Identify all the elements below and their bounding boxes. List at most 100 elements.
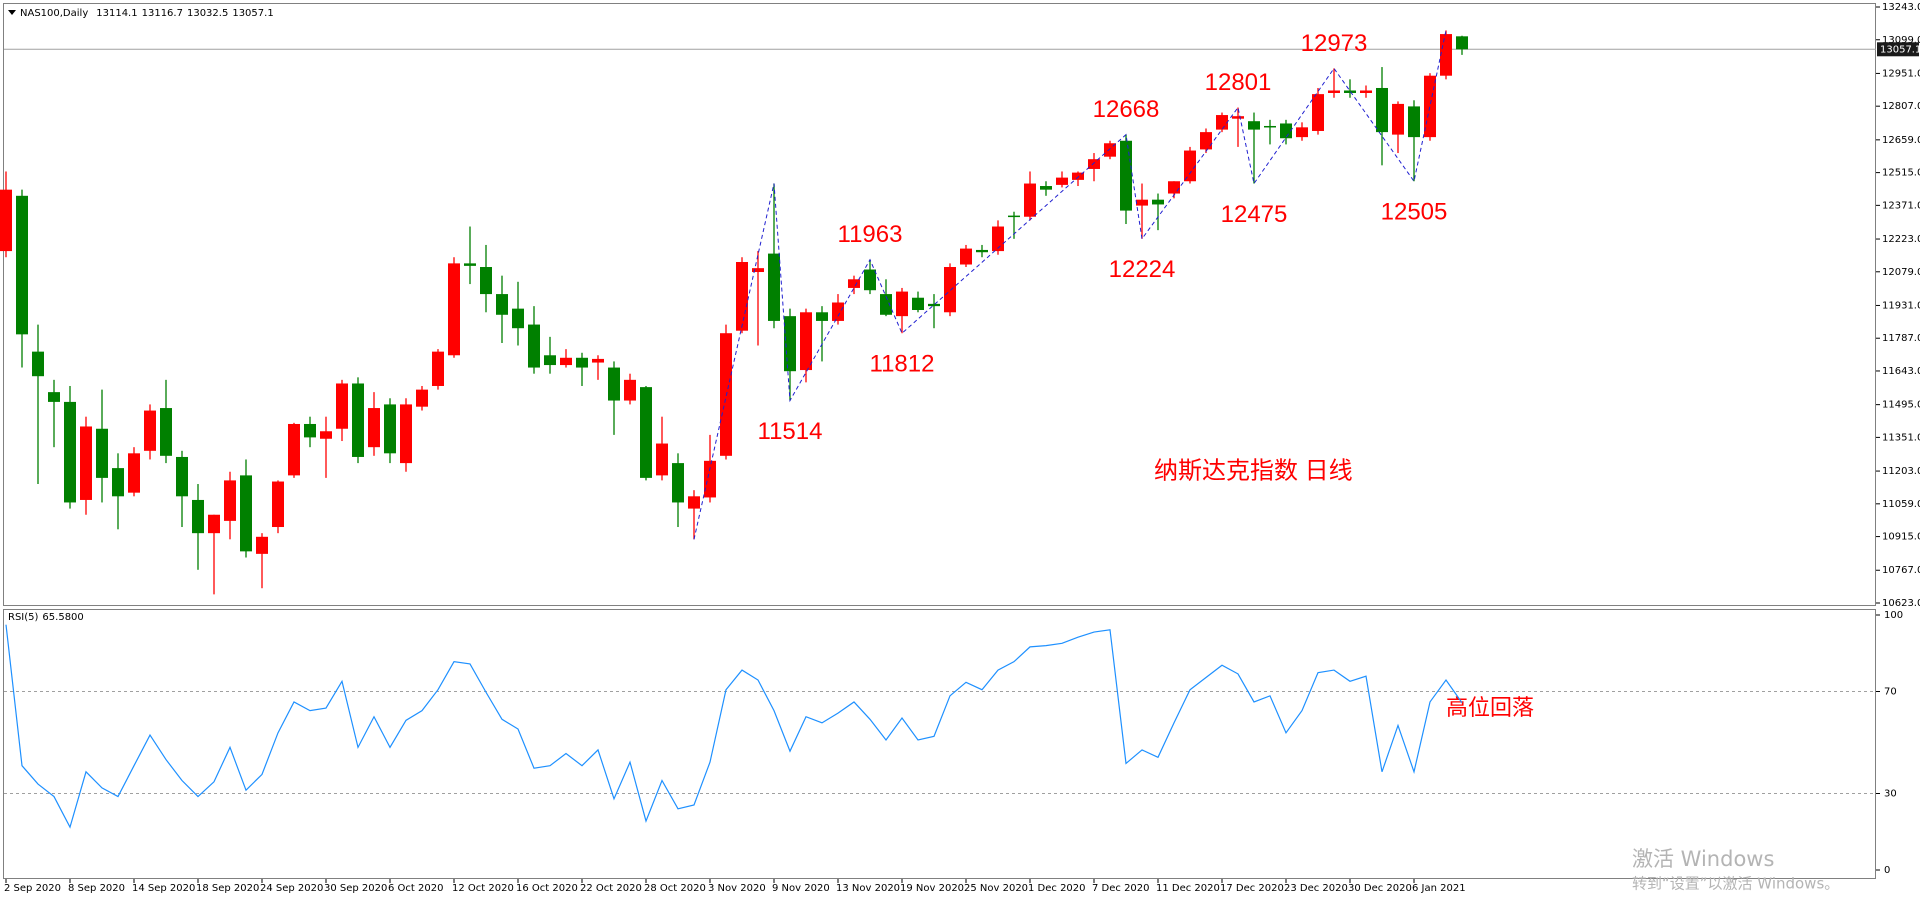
- candle-body: [656, 443, 668, 476]
- candle-body: [1264, 125, 1276, 128]
- candle-body: [704, 460, 716, 498]
- zigzag-label: 12475: [1221, 201, 1288, 228]
- candle-body: [416, 389, 428, 407]
- x-tick-label: 3 Nov 2020: [708, 883, 766, 894]
- x-tick-label: 12 Oct 2020: [452, 883, 514, 894]
- x-tick-label: 6 Oct 2020: [388, 883, 443, 894]
- x-tick-label: 2 Sep 2020: [4, 883, 61, 894]
- x-tick-label: 25 Nov 2020: [964, 883, 1028, 894]
- candle-body: [1344, 90, 1356, 93]
- y-tick-label: 11203.0: [1882, 466, 1920, 477]
- x-tick-label: 24 Sep 2020: [260, 883, 323, 894]
- candle-body: [304, 423, 316, 438]
- current-price-box: [1877, 42, 1919, 57]
- candle-body: [128, 453, 140, 493]
- candle-body: [224, 480, 236, 521]
- candle-body: [848, 279, 860, 288]
- y-tick-label: 11495.0: [1882, 400, 1920, 411]
- candle-body: [1232, 116, 1244, 119]
- candle-body: [576, 357, 588, 368]
- x-tick-label: 19 Nov 2020: [900, 883, 964, 894]
- candle-body: [1216, 115, 1228, 130]
- x-tick-label: 9 Nov 2020: [772, 883, 830, 894]
- y-tick-label: 11351.0: [1882, 432, 1920, 443]
- candle-body: [112, 468, 124, 497]
- y-tick-label: 12223.0: [1882, 234, 1920, 245]
- candle-body: [1040, 186, 1052, 190]
- x-tick-label: 23 Dec 2020: [1284, 883, 1348, 894]
- candle-body: [448, 263, 460, 356]
- collapse-arrow[interactable]: [8, 10, 16, 15]
- candle-body: [352, 383, 364, 457]
- watermark-subtitle: 转到“设置”以激活 Windows。: [1632, 875, 1839, 893]
- candle-body: [80, 426, 92, 500]
- candle-body: [896, 291, 908, 317]
- candle-body: [1296, 127, 1308, 138]
- rsi-value: 65.5800: [42, 612, 83, 623]
- candle-body: [1360, 90, 1372, 93]
- zigzag-label: 12668: [1093, 96, 1160, 123]
- candle-body: [1328, 90, 1340, 93]
- candle-body: [1184, 150, 1196, 182]
- candle-body: [1200, 132, 1212, 150]
- zigzag-label: 12224: [1109, 256, 1176, 283]
- candle-body: [1136, 199, 1148, 206]
- candle-body: [912, 297, 924, 311]
- candle-body: [1088, 159, 1100, 169]
- candle-body: [640, 387, 652, 478]
- candle-body: [208, 514, 220, 534]
- candle-body: [976, 249, 988, 253]
- y-tick-label: 11787.0: [1882, 333, 1920, 344]
- zigzag-label: 12505: [1381, 199, 1448, 226]
- candle-body: [1248, 121, 1260, 130]
- x-tick-label: 28 Oct 2020: [644, 883, 706, 894]
- rsi-line: [5, 624, 1463, 829]
- candle-body: [368, 408, 380, 448]
- zigzag-label: 11963: [838, 221, 903, 248]
- y-tick-label: 10767.0: [1882, 565, 1920, 576]
- candle-body: [400, 404, 412, 464]
- x-tick-label: 7 Dec 2020: [1092, 883, 1150, 894]
- header-high: 13116.7: [142, 8, 183, 19]
- x-tick-label: 8 Sep 2020: [68, 883, 125, 894]
- candle-body: [1392, 103, 1404, 135]
- rsi-y-tick-label: 70: [1884, 687, 1897, 698]
- header-close: 13057.1: [232, 8, 273, 19]
- candle-body: [240, 475, 252, 552]
- y-tick-label: 12515.0: [1882, 168, 1920, 179]
- candle-body: [1408, 106, 1420, 138]
- candle-body: [736, 262, 748, 331]
- zigzag-label: 11514: [758, 418, 823, 445]
- candle-body: [544, 355, 556, 366]
- candle-body: [1280, 123, 1292, 139]
- candle-body: [256, 536, 268, 554]
- candle-body: [1120, 140, 1132, 211]
- candle-body: [832, 302, 844, 321]
- candle-body: [288, 423, 300, 476]
- candle-body: [48, 392, 60, 402]
- candle-body: [336, 383, 348, 429]
- candle-body: [1168, 181, 1180, 194]
- x-tick-label: 1 Dec 2020: [1028, 883, 1086, 894]
- rsi-annotation: 高位回落: [1446, 695, 1534, 720]
- candle-body: [272, 481, 284, 528]
- header-low: 13032.5: [187, 8, 228, 19]
- candle-body: [1056, 177, 1068, 185]
- chart-header: NAS100,Daily 13114.1 13116.7 13032.5 13057.1: [20, 8, 274, 19]
- candle-body: [1376, 87, 1388, 133]
- rsi-y-tick-label: 100: [1884, 610, 1903, 621]
- x-tick-label: 6 Jan 2021: [1412, 883, 1466, 894]
- candle-body: [528, 324, 540, 368]
- zigzag-line: [693, 30, 1447, 540]
- rsi-header: RSI(5) 65.5800: [8, 612, 84, 623]
- candle-body: [160, 408, 172, 456]
- candle-body: [1456, 36, 1468, 50]
- candle-body: [1312, 94, 1324, 131]
- candle-body: [1440, 34, 1452, 76]
- x-tick-label: 16 Oct 2020: [516, 883, 578, 894]
- candle-body: [1024, 183, 1036, 217]
- y-tick-label: 12659.0: [1882, 135, 1920, 146]
- symbol: NAS100,Daily: [20, 8, 88, 19]
- candle-body: [464, 263, 476, 266]
- candle-body: [800, 312, 812, 371]
